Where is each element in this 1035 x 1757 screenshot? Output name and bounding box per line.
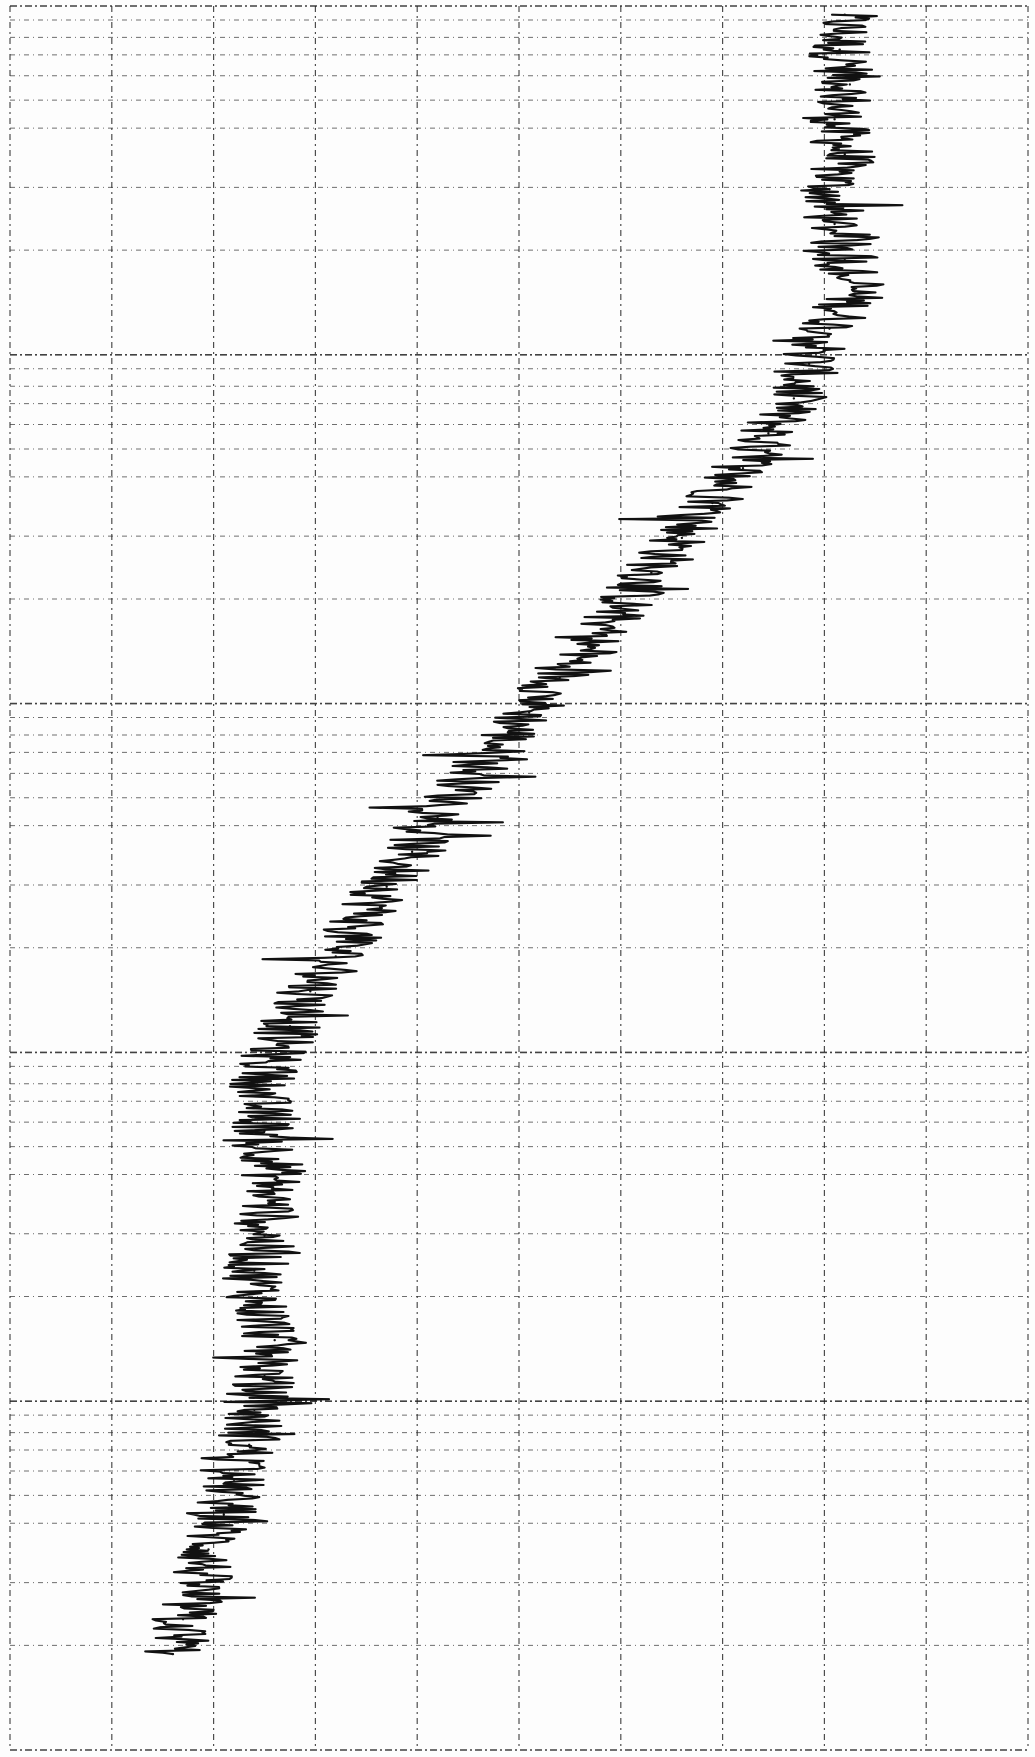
data-point	[828, 187, 831, 191]
data-point	[680, 536, 684, 540]
data-point	[171, 1652, 175, 1656]
data-point	[385, 885, 388, 888]
data-point	[263, 1129, 266, 1133]
data-point	[253, 1269, 256, 1272]
data-point	[466, 780, 470, 784]
data-point	[792, 397, 796, 400]
data-point	[619, 606, 622, 609]
data-point	[711, 501, 714, 505]
data-point	[589, 641, 592, 644]
data-point	[838, 48, 841, 51]
data-point	[650, 571, 653, 574]
data-point	[807, 362, 811, 365]
data-point	[273, 1164, 276, 1167]
data-point	[410, 850, 414, 854]
data-point	[558, 676, 561, 679]
data-point	[197, 1583, 200, 1586]
data-point	[263, 1373, 266, 1377]
data-point	[843, 13, 846, 16]
data-point	[843, 153, 846, 156]
data-point	[273, 1338, 276, 1342]
data-point	[843, 257, 846, 261]
data-point	[741, 466, 745, 470]
data-point	[828, 327, 831, 330]
data-point	[263, 1234, 266, 1237]
data-point	[853, 292, 857, 295]
data-point	[767, 432, 770, 435]
data-point	[268, 1059, 271, 1063]
data-point	[258, 1304, 261, 1307]
data-point	[833, 118, 836, 121]
data-point	[258, 1094, 261, 1098]
data-point	[833, 222, 836, 226]
data-point	[848, 83, 852, 86]
data-point	[436, 815, 439, 819]
data-point	[253, 1408, 256, 1412]
data-point	[360, 920, 363, 923]
data-point	[309, 990, 312, 993]
data-point	[288, 1025, 292, 1028]
grid-layer	[9, 5, 1029, 1751]
data-point	[527, 711, 531, 714]
data-point	[334, 955, 337, 958]
data-point	[268, 1199, 271, 1202]
data-point	[222, 1513, 225, 1516]
trace-layer	[144, 13, 904, 1656]
data-point	[207, 1548, 210, 1551]
data-point	[181, 1618, 185, 1621]
series-line	[144, 13, 904, 1656]
data-point	[232, 1478, 236, 1481]
data-point	[248, 1443, 251, 1447]
data-point	[497, 746, 500, 749]
